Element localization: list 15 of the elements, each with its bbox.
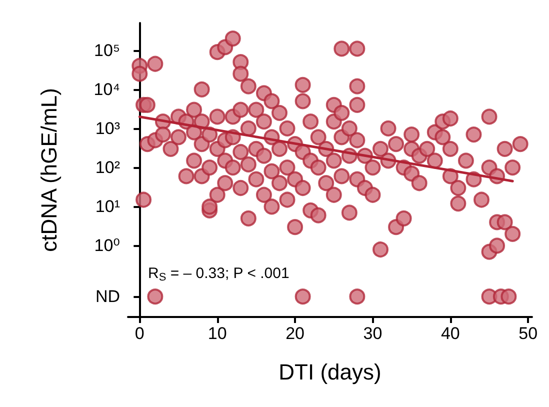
x-tick-label: 30 (363, 324, 382, 343)
y-tick-label: 10³ (95, 118, 120, 138)
x-tick-label: 0 (134, 324, 144, 343)
y-tick-label: 10² (95, 158, 120, 178)
y-tick-label: 10⁵ (94, 40, 120, 60)
y-tick-label: 10¹ (95, 197, 120, 216)
x-tick-label: 20 (286, 324, 304, 343)
y-tick-label: 10⁰ (94, 236, 120, 256)
y-tick-label: 10⁴ (94, 80, 120, 99)
x-tick-label: 40 (440, 324, 460, 343)
x-tick-label: 10 (208, 324, 227, 343)
y-tick-label: ND (95, 287, 120, 306)
x-axis-title: DTI (days) (278, 360, 382, 384)
y-axis-title: ctDNA (hGE/mL) (36, 88, 62, 252)
x-tick-label: 50 (518, 324, 538, 343)
